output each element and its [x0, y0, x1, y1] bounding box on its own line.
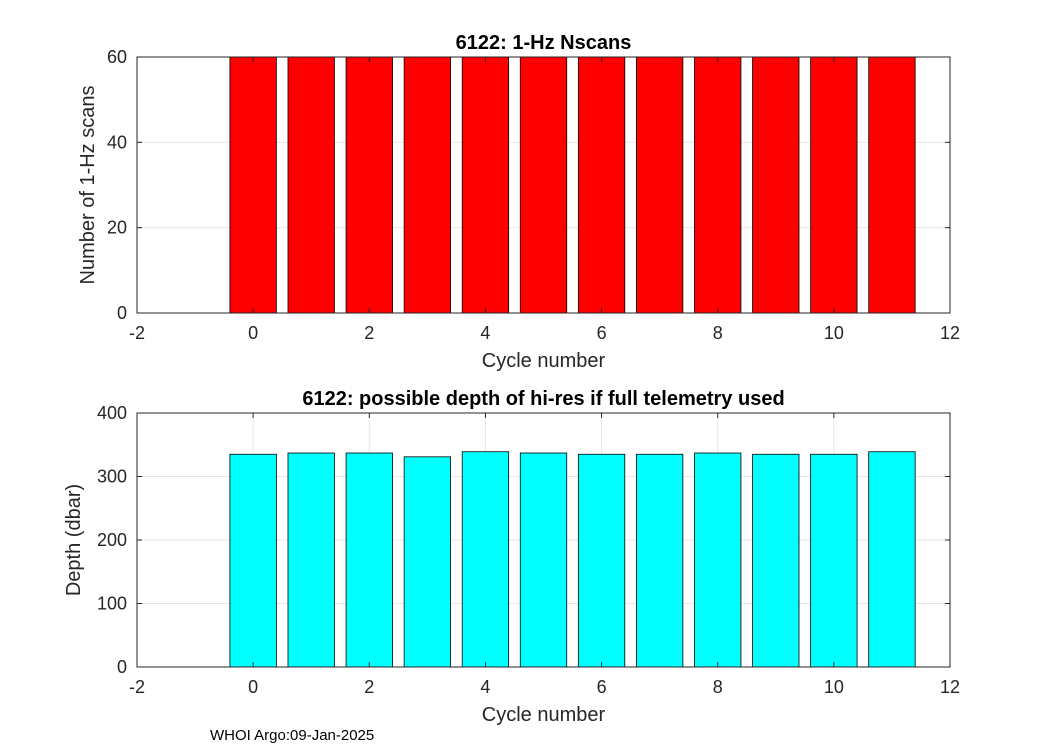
bar	[461, 451, 510, 668]
x-tick-label: 12	[940, 323, 960, 343]
bar	[810, 453, 858, 668]
y-tick-label: 20	[107, 218, 127, 238]
footer-credit: WHOI Argo:09-Jan-2025	[210, 727, 375, 744]
y-tick-label: 400	[97, 403, 127, 423]
bar	[636, 56, 684, 314]
x-tick-label: 2	[364, 677, 374, 697]
bar	[868, 56, 916, 314]
x-tick-label: 8	[713, 323, 723, 343]
x-axis-label: Cycle number	[482, 704, 606, 726]
bar	[636, 453, 684, 668]
y-tick-label: 0	[117, 657, 127, 677]
x-tick-label: 12	[940, 677, 960, 697]
x-tick-label: 10	[824, 677, 844, 697]
bar	[345, 452, 393, 668]
x-tick-label: 0	[248, 323, 258, 343]
chart-title: 6122: possible depth of hi-res if full t…	[302, 388, 784, 410]
bar	[694, 56, 742, 314]
bar	[577, 56, 626, 314]
bar	[810, 56, 858, 314]
x-tick-label: 6	[597, 677, 607, 697]
bar	[229, 56, 277, 314]
y-tick-label: 60	[107, 47, 127, 67]
bar	[461, 56, 510, 314]
axes-box	[136, 56, 951, 314]
bar	[287, 452, 335, 668]
bar	[519, 56, 568, 314]
y-tick-label: 40	[107, 132, 127, 152]
bar	[752, 453, 800, 668]
bar	[345, 56, 393, 314]
bar	[694, 452, 742, 668]
bar	[403, 56, 451, 314]
y-tick-label: 200	[97, 530, 127, 550]
bar	[229, 453, 277, 668]
x-axis-label: Cycle number	[482, 350, 606, 372]
bar	[287, 56, 335, 314]
y-tick-label: 100	[97, 594, 127, 614]
y-tick-label: 300	[97, 467, 127, 487]
bar	[752, 56, 800, 314]
bar	[577, 453, 626, 668]
x-tick-label: -2	[129, 677, 145, 697]
x-tick-label: 10	[824, 323, 844, 343]
y-tick-label: 0	[117, 303, 127, 323]
x-tick-label: 4	[480, 677, 490, 697]
chart-title: 6122: 1-Hz Nscans	[456, 32, 632, 54]
x-tick-label: -2	[129, 323, 145, 343]
x-tick-label: 8	[713, 677, 723, 697]
x-tick-label: 4	[480, 323, 490, 343]
x-tick-label: 2	[364, 323, 374, 343]
x-tick-label: 6	[597, 323, 607, 343]
bar	[519, 452, 568, 668]
y-axis-label: Depth (dbar)	[63, 484, 85, 596]
bar	[868, 451, 916, 668]
bar	[403, 456, 451, 668]
x-tick-label: 0	[248, 677, 258, 697]
y-axis-label: Number of 1-Hz scans	[77, 86, 99, 285]
